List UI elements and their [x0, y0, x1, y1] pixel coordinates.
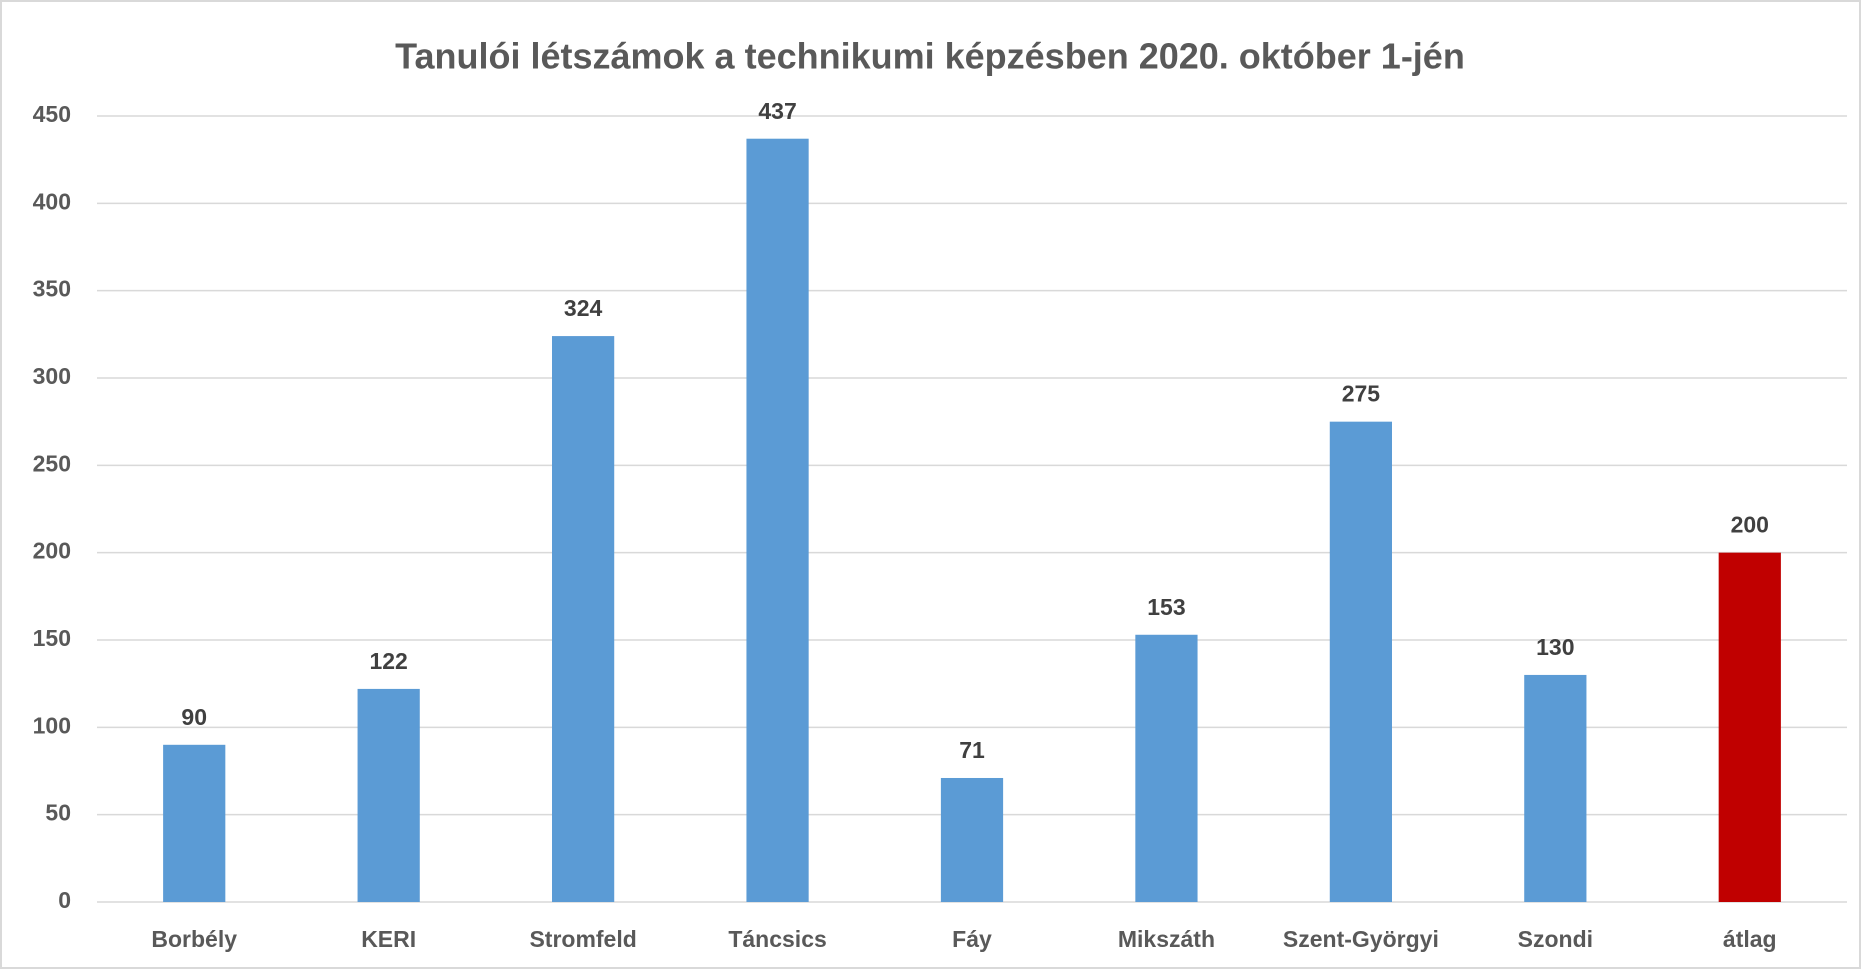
x-tick-label: KERI: [361, 926, 416, 952]
bar: [1329, 421, 1392, 902]
y-tick-label: 100: [33, 712, 71, 738]
bar: [1135, 634, 1198, 902]
x-tick-label: Szent-Györgyi: [1283, 926, 1439, 952]
bar: [1718, 552, 1781, 902]
y-tick-label: 150: [33, 625, 71, 651]
value-label: 324: [564, 295, 603, 321]
x-tick-label: Szondi: [1518, 926, 1593, 952]
x-tick-label: Fáy: [952, 926, 992, 952]
y-tick-label: 350: [33, 276, 71, 302]
y-tick-label: 50: [45, 800, 71, 826]
value-label: 200: [1731, 512, 1769, 538]
y-tick-label: 0: [58, 887, 71, 913]
chart-title: Tanulói létszámok a technikumi képzésben…: [395, 36, 1465, 77]
y-tick-label: 300: [33, 363, 71, 389]
x-tick-label: Mikszáth: [1118, 926, 1215, 952]
value-label: 275: [1342, 381, 1381, 407]
value-label: 71: [959, 737, 985, 763]
bar: [940, 777, 1004, 902]
x-tick-label: Stromfeld: [529, 926, 636, 952]
bar: [1524, 674, 1587, 902]
value-label: 437: [758, 98, 796, 124]
x-tick-label: átlag: [1723, 926, 1777, 952]
value-label: 130: [1536, 634, 1574, 660]
bar: [552, 336, 615, 903]
x-tick-label: Borbély: [151, 926, 237, 952]
value-label: 153: [1147, 594, 1185, 620]
x-tick-label: Táncsics: [728, 926, 826, 952]
bar: [746, 138, 809, 902]
bar: [163, 744, 226, 902]
y-tick-label: 200: [33, 538, 71, 564]
bar: [357, 688, 420, 902]
value-label: 122: [369, 648, 407, 674]
y-tick-label: 400: [33, 188, 71, 214]
value-label: 90: [181, 704, 207, 730]
y-tick-label: 450: [33, 101, 71, 127]
y-tick-label: 250: [33, 450, 71, 476]
